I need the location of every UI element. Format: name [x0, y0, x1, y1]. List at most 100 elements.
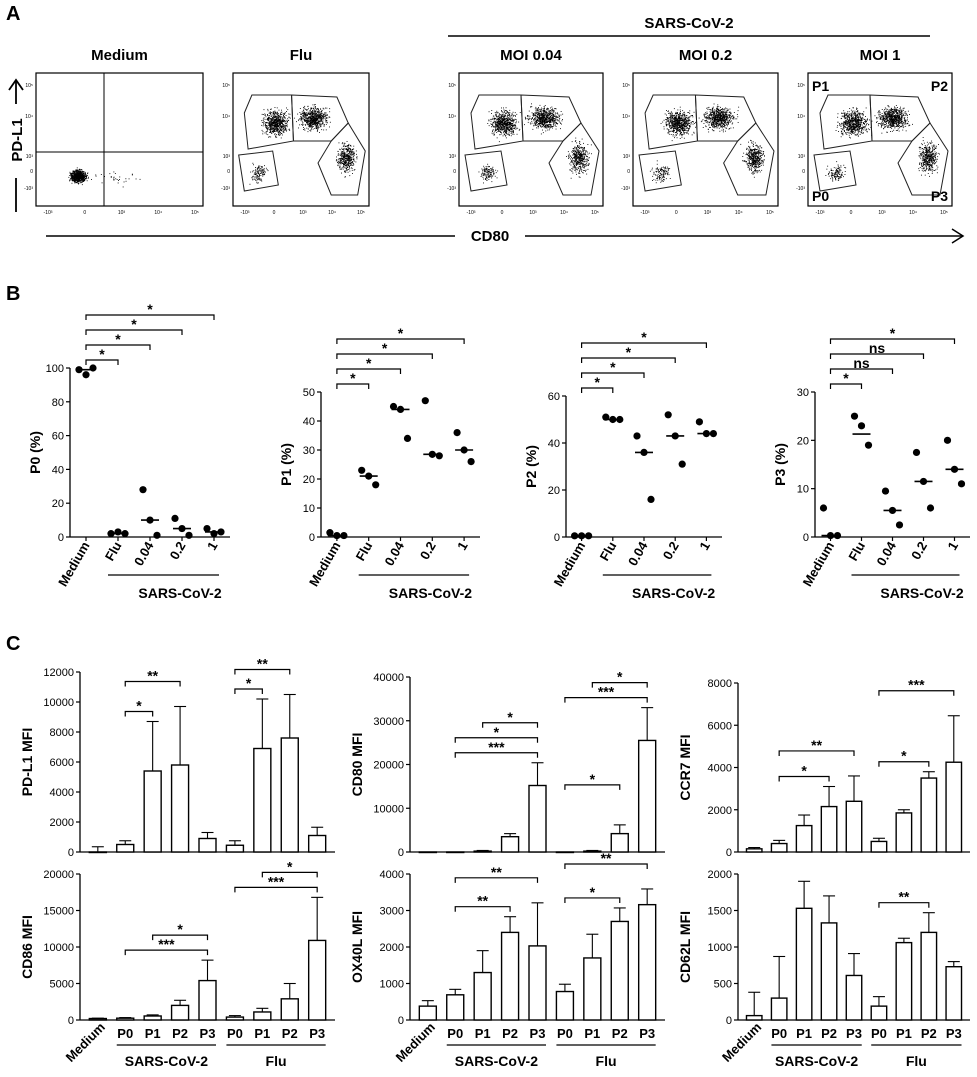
- flow-event-dot: [506, 116, 508, 118]
- flow-event-dot: [75, 171, 77, 173]
- flow-event-dot: [273, 122, 274, 124]
- flow-event-dot: [501, 123, 502, 125]
- flow-event-dot: [668, 132, 669, 134]
- flow-event-dot: [551, 120, 553, 122]
- flow-event-dot: [532, 114, 534, 116]
- flow-event-dot: [301, 119, 303, 120]
- flow-event-dot: [312, 120, 314, 122]
- flow-event-dot: [580, 150, 582, 152]
- flow-event-dot: [512, 113, 513, 115]
- flow-event-dot: [269, 127, 271, 128]
- flow-event-dot: [72, 170, 74, 172]
- flow-event-dot: [310, 116, 312, 117]
- flow-event-dot: [75, 175, 76, 177]
- flow-event-dot: [513, 114, 515, 116]
- flow-event-dot: [672, 134, 674, 135]
- flow-event-dot: [672, 126, 673, 128]
- flow-event-dot: [350, 162, 352, 164]
- flow-event-dot: [274, 120, 275, 121]
- flow-event-dot: [286, 107, 287, 109]
- flow-event-dot: [488, 169, 490, 170]
- flow-event-dot: [316, 113, 318, 114]
- flow-event-dot: [492, 169, 493, 171]
- flow-event-dot: [316, 116, 318, 117]
- flow-event-dot: [308, 108, 309, 110]
- flow-event-dot: [312, 126, 313, 128]
- flow-event-dot: [582, 163, 584, 164]
- flow-event-dot: [553, 120, 555, 122]
- flow-event-dot: [666, 114, 667, 116]
- flow-event-dot: [493, 115, 495, 117]
- flow-event-dot: [681, 133, 683, 135]
- panel-letter-b: B: [6, 283, 20, 305]
- flow-event-dot: [77, 178, 79, 180]
- flow-event-dot: [348, 156, 350, 157]
- flow-event-dot: [515, 127, 517, 129]
- flow-event-dot: [341, 172, 342, 174]
- flow-event-dot: [508, 133, 509, 135]
- flow-event-dot: [266, 125, 268, 127]
- flow-event-dot: [113, 179, 115, 181]
- flow-event-dot: [672, 129, 674, 131]
- flow-event-dot: [684, 119, 686, 120]
- flow-event-dot: [501, 115, 503, 116]
- flow-event-dot: [533, 123, 535, 125]
- flow-event-dot: [487, 165, 489, 167]
- flow-event-dot: [324, 114, 326, 115]
- flow-event-dot: [513, 133, 515, 135]
- flow-event-dot: [579, 155, 581, 157]
- flow-event-dot: [343, 164, 345, 165]
- flow-event-dot: [574, 160, 576, 162]
- flow-event-dot: [110, 176, 112, 178]
- flow-event-dot: [316, 122, 318, 123]
- flow-event-dot: [503, 114, 505, 116]
- flow-event-dot: [544, 105, 546, 106]
- flow-event-dot: [337, 153, 339, 155]
- flow-event-dot: [257, 170, 258, 172]
- flow-event-dot: [511, 116, 513, 118]
- flow-event-dot: [321, 109, 323, 111]
- flow-event-dot: [310, 122, 312, 124]
- flow-event-dot: [287, 118, 289, 120]
- flow-event-dot: [340, 161, 342, 163]
- flow-event-dot: [544, 121, 546, 123]
- flow-event-dot: [671, 116, 673, 118]
- flow-tick-label: 10⁵: [766, 210, 774, 216]
- flow-event-dot: [123, 181, 125, 183]
- flow-event-dot: [258, 166, 259, 168]
- flow-event-dot: [537, 125, 539, 127]
- flow-event-dot: [276, 113, 278, 115]
- flow-event-dot: [315, 116, 317, 118]
- flow-event-dot: [497, 129, 499, 131]
- flow-event-dot: [344, 163, 346, 165]
- flow-event-dot: [688, 116, 690, 118]
- flow-event-dot: [543, 112, 545, 114]
- flow-event-dot: [492, 117, 494, 119]
- flow-event-dot: [511, 128, 513, 129]
- flow-event-dot: [276, 121, 278, 122]
- flow-event-dot: [351, 162, 353, 164]
- flow-event-dot: [346, 160, 348, 161]
- flow-event-dot: [540, 111, 542, 113]
- flow-event-dot: [313, 122, 314, 124]
- flow-event-dot: [680, 126, 682, 128]
- flow-event-dot: [496, 115, 498, 117]
- flow-event-dot: [321, 114, 323, 116]
- flow-event-dot: [320, 112, 322, 114]
- flow-event-dot: [344, 165, 346, 167]
- flow-event-dot: [686, 127, 688, 128]
- flow-event-dot: [274, 133, 276, 135]
- flow-event-dot: [256, 179, 258, 181]
- flow-event-dot: [344, 162, 346, 164]
- flow-event-dot: [262, 174, 264, 176]
- flow-event-dot: [500, 131, 502, 133]
- flow-event-dot: [85, 175, 86, 177]
- flow-event-dot: [532, 113, 534, 115]
- flow-event-dot: [273, 113, 275, 115]
- flow-event-dot: [553, 114, 555, 115]
- flow-event-dot: [586, 173, 588, 175]
- flow-event-dot: [540, 118, 542, 120]
- flow-event-dot: [500, 122, 502, 124]
- flow-event-dot: [346, 164, 348, 166]
- flow-event-dot: [505, 127, 507, 129]
